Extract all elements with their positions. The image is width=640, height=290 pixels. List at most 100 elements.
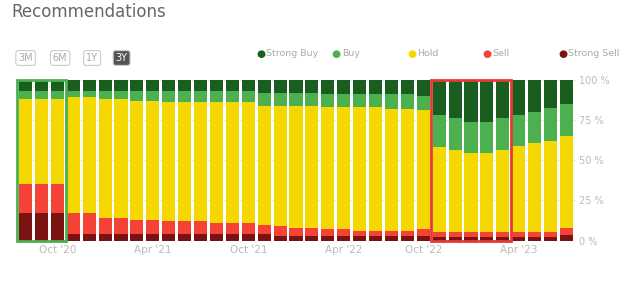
- Bar: [321, 94, 334, 107]
- Bar: [417, 236, 430, 241]
- Bar: [465, 237, 477, 241]
- Text: Buy: Buy: [342, 49, 360, 58]
- Bar: [226, 223, 239, 234]
- Bar: [273, 236, 287, 241]
- Bar: [19, 213, 32, 241]
- Bar: [512, 237, 525, 241]
- Bar: [115, 99, 127, 218]
- Bar: [544, 80, 557, 108]
- Bar: [353, 107, 366, 231]
- Bar: [51, 80, 64, 91]
- Bar: [210, 223, 223, 234]
- Bar: [496, 118, 509, 150]
- Text: Sell: Sell: [493, 49, 510, 58]
- Bar: [481, 232, 493, 237]
- Bar: [210, 102, 223, 223]
- Text: ●: ●: [256, 49, 265, 59]
- Bar: [19, 91, 32, 99]
- Bar: [465, 122, 477, 153]
- Bar: [131, 220, 143, 234]
- Bar: [528, 237, 541, 241]
- Bar: [433, 80, 445, 115]
- Bar: [417, 96, 430, 110]
- Bar: [178, 102, 191, 221]
- Bar: [321, 80, 334, 94]
- Bar: [465, 232, 477, 237]
- Bar: [194, 102, 207, 221]
- Bar: [273, 106, 287, 226]
- Bar: [401, 94, 414, 109]
- Bar: [417, 229, 430, 236]
- Bar: [369, 94, 382, 107]
- Bar: [258, 234, 271, 241]
- Bar: [544, 108, 557, 141]
- Bar: [99, 234, 111, 241]
- Bar: [67, 213, 80, 234]
- Bar: [305, 93, 319, 106]
- Bar: [35, 99, 48, 184]
- Bar: [305, 80, 319, 93]
- Bar: [115, 91, 127, 99]
- Bar: [242, 234, 255, 241]
- Bar: [528, 80, 541, 112]
- Bar: [242, 102, 255, 223]
- Bar: [258, 93, 271, 106]
- Bar: [544, 237, 557, 241]
- Bar: [401, 80, 414, 94]
- Bar: [178, 80, 191, 91]
- Bar: [433, 115, 445, 147]
- Bar: [560, 80, 573, 104]
- Bar: [51, 184, 64, 213]
- Bar: [147, 234, 159, 241]
- Bar: [51, 213, 64, 241]
- Bar: [162, 91, 175, 102]
- Bar: [99, 80, 111, 91]
- Bar: [273, 226, 287, 236]
- Bar: [337, 107, 350, 229]
- Bar: [83, 213, 96, 234]
- Bar: [465, 80, 477, 122]
- Bar: [528, 112, 541, 144]
- Bar: [369, 80, 382, 94]
- Bar: [305, 236, 319, 241]
- Bar: [512, 232, 525, 237]
- Bar: [147, 220, 159, 234]
- Bar: [194, 91, 207, 102]
- Bar: [369, 231, 382, 236]
- Bar: [369, 107, 382, 231]
- Text: ●: ●: [483, 49, 492, 59]
- Bar: [289, 228, 303, 236]
- Bar: [321, 107, 334, 229]
- Bar: [528, 144, 541, 232]
- Text: ●: ●: [407, 49, 416, 59]
- Bar: [131, 101, 143, 220]
- Bar: [289, 93, 303, 106]
- Bar: [35, 184, 48, 213]
- Bar: [51, 99, 64, 184]
- Bar: [496, 237, 509, 241]
- Bar: [337, 80, 350, 94]
- Bar: [67, 91, 80, 97]
- Bar: [226, 91, 239, 102]
- Bar: [131, 80, 143, 91]
- Bar: [401, 236, 414, 241]
- Bar: [147, 101, 159, 220]
- Bar: [353, 80, 366, 94]
- Bar: [35, 80, 48, 91]
- Bar: [544, 232, 557, 237]
- Text: 3Y: 3Y: [116, 53, 127, 63]
- Bar: [401, 231, 414, 236]
- Bar: [417, 110, 430, 229]
- Bar: [51, 91, 64, 99]
- Bar: [496, 232, 509, 237]
- Text: 3M: 3M: [19, 53, 33, 63]
- Bar: [560, 136, 573, 229]
- Bar: [273, 80, 287, 93]
- Bar: [353, 231, 366, 236]
- Bar: [258, 224, 271, 234]
- Bar: [337, 229, 350, 236]
- Bar: [385, 231, 398, 236]
- Bar: [385, 80, 398, 94]
- Bar: [162, 234, 175, 241]
- Bar: [67, 80, 80, 91]
